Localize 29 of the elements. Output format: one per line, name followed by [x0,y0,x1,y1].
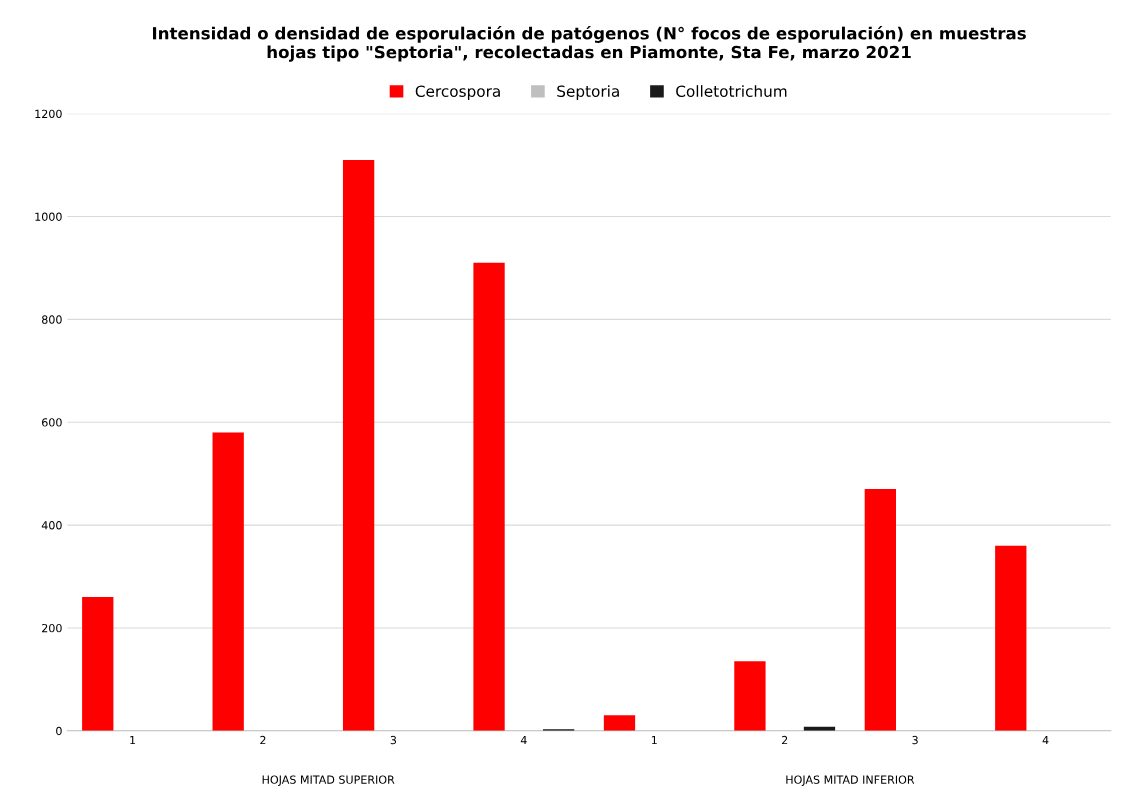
bar [603,715,636,731]
x-tick-label: 1 [651,736,657,745]
y-tick-label: 800 [42,315,62,324]
y-tick-label: 1200 [35,109,62,119]
bar [473,262,505,731]
legend-label: Cercospora [415,85,500,100]
chart-title: Intensidad o densidad de esporulación de patógenos (N° focos de esporulación) en muestras hojas tipo "Septoria", recolectadas en Piamonte, Sta Fe, marzo 2021 [152,26,1026,62]
bar [995,545,1027,731]
x-tick-label: 2 [260,735,266,745]
x-tick-label: 1 [130,736,136,745]
bar [342,159,375,731]
bar [212,432,244,731]
bar [734,661,766,731]
x-tick-label: 3 [390,735,397,745]
y-tick-label: 1000 [35,212,62,221]
x-tick-label: 2 [781,735,788,745]
x-tick-label: 4 [520,736,527,745]
bar [864,489,896,731]
y-tick-label: 400 [41,521,62,530]
y-tick-label: 200 [42,623,62,633]
legend-label: Colletotrichum [676,85,787,97]
bar [82,597,114,731]
y-tick-label: 0 [56,726,62,736]
text: HOJAS MITAD INFERIOR [786,775,915,786]
text: HOJAS MITAD SUPERIOR [262,775,395,786]
x-tick-label: 4 [1042,736,1049,745]
x-tick-label: 3 [912,735,918,745]
legend-label: Septoria [557,85,619,100]
y-tick-label: 600 [42,418,62,427]
